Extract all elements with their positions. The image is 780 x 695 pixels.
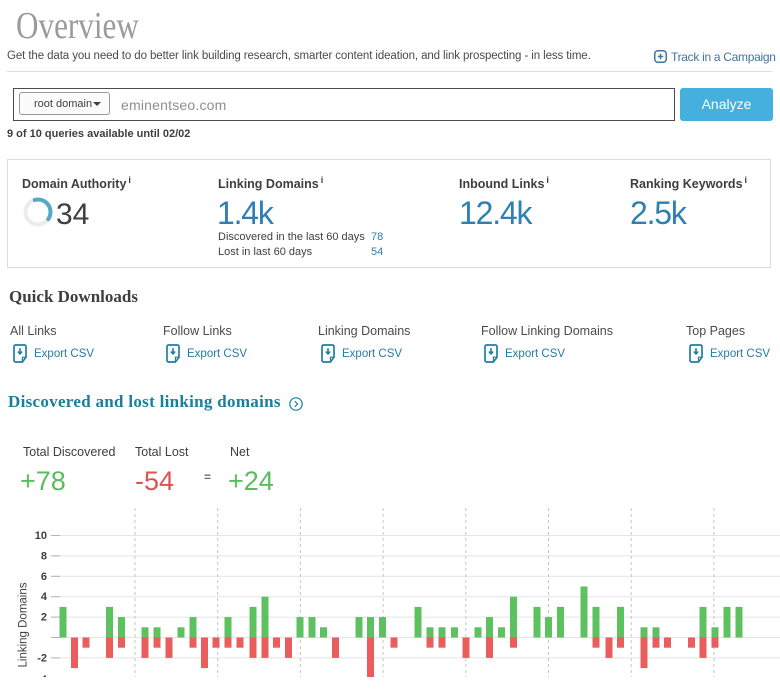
svg-text:4: 4 (41, 591, 48, 603)
svg-text:-2: -2 (37, 652, 47, 664)
svg-text:6: 6 (41, 571, 47, 583)
svg-text:8: 8 (41, 550, 47, 562)
svg-text:-4: -4 (37, 674, 48, 677)
svg-text:10: 10 (35, 530, 47, 542)
svg-text:2: 2 (41, 612, 47, 624)
